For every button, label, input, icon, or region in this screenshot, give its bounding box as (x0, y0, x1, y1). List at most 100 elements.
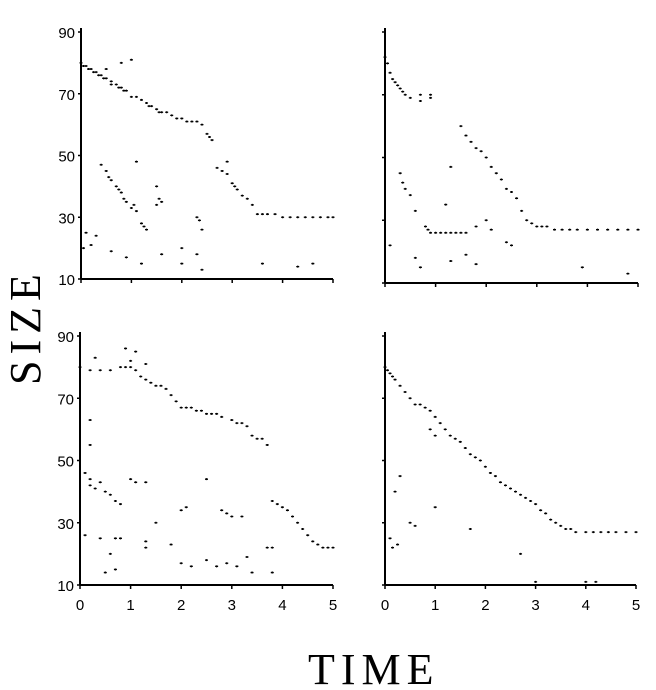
data-point (534, 580, 538, 583)
data-point (205, 132, 209, 135)
data-point (499, 178, 503, 181)
data-point (484, 219, 488, 222)
data-point (403, 391, 407, 394)
data-point (291, 515, 295, 518)
data-point (311, 216, 315, 219)
x-tick-label: 4 (582, 597, 590, 614)
data-point (510, 244, 513, 247)
data-point (129, 206, 133, 209)
data-point (124, 366, 128, 369)
data-point (240, 422, 244, 425)
data-point (142, 225, 146, 228)
y-tick-label: 10 (58, 272, 75, 289)
data-point (393, 81, 397, 84)
data-point (423, 406, 427, 409)
panel-top-left: 10 30 50 70 90 (58, 25, 335, 289)
data-point (434, 231, 438, 234)
data-point (144, 378, 148, 381)
data-point (514, 490, 518, 493)
data-point (94, 234, 98, 237)
data-point (273, 213, 277, 216)
data-point (215, 166, 219, 169)
data-point (626, 272, 630, 275)
data-point (468, 453, 472, 456)
data-point (510, 191, 513, 194)
data-point (433, 415, 437, 418)
data-point (624, 531, 628, 534)
data-point (553, 228, 557, 231)
data-point (288, 216, 292, 219)
data-point (280, 506, 284, 509)
data-point (205, 478, 208, 481)
data-point (129, 366, 133, 369)
data-point (488, 471, 492, 474)
data-point (108, 493, 112, 496)
data-point (413, 524, 417, 527)
data-point (626, 228, 630, 231)
data-point (429, 93, 433, 96)
data-point (398, 475, 402, 478)
data-point (225, 512, 229, 515)
data-point (93, 356, 97, 359)
data-point (396, 84, 400, 87)
data-point (260, 213, 264, 216)
data-point (403, 93, 407, 96)
data-point (464, 134, 468, 137)
data-point (428, 409, 432, 412)
data-point (585, 228, 589, 231)
data-point (270, 571, 274, 574)
data-point (413, 256, 417, 259)
data-point (92, 71, 96, 74)
x-tick-label: 2 (177, 597, 185, 614)
data-point (134, 369, 138, 372)
data-point (634, 531, 638, 534)
x-tick-label: 0 (76, 597, 84, 614)
data-point (139, 375, 143, 378)
data-point (444, 231, 448, 234)
data-point (107, 176, 111, 179)
data-point (636, 228, 640, 231)
data-point (79, 61, 83, 64)
data-point (225, 160, 229, 163)
data-point (108, 552, 112, 555)
data-point (469, 140, 473, 143)
data-point (245, 555, 249, 558)
data-point (534, 503, 538, 506)
data-point (478, 459, 482, 462)
data-point (503, 484, 507, 487)
y-tick-label: 70 (58, 87, 75, 104)
data-point (275, 503, 279, 506)
data-point (195, 120, 199, 123)
data-point (145, 102, 149, 105)
data-point (118, 537, 122, 540)
data-point (383, 56, 387, 59)
data-point (139, 98, 143, 101)
data-point (199, 409, 203, 412)
data-point (449, 231, 453, 234)
x-tick-label: 3 (531, 597, 539, 614)
data-point (296, 265, 300, 268)
data-point (306, 534, 310, 537)
data-point (210, 412, 214, 415)
data-point (124, 200, 128, 203)
data-point (103, 490, 107, 493)
data-point (520, 209, 524, 212)
data-point (93, 487, 97, 490)
data-point (559, 524, 563, 527)
data-point (296, 521, 300, 524)
data-point (311, 262, 315, 265)
data-point (449, 260, 453, 263)
data-point (515, 197, 519, 200)
data-point (88, 484, 92, 487)
data-point (459, 231, 463, 234)
data-point (265, 213, 269, 216)
data-point (82, 247, 86, 250)
data-point (260, 437, 264, 440)
data-point (119, 191, 123, 194)
data-point (154, 384, 158, 387)
data-point (170, 114, 174, 117)
data-point (549, 518, 553, 521)
data-point (195, 253, 199, 256)
data-point (117, 86, 121, 89)
data-point (194, 409, 198, 412)
